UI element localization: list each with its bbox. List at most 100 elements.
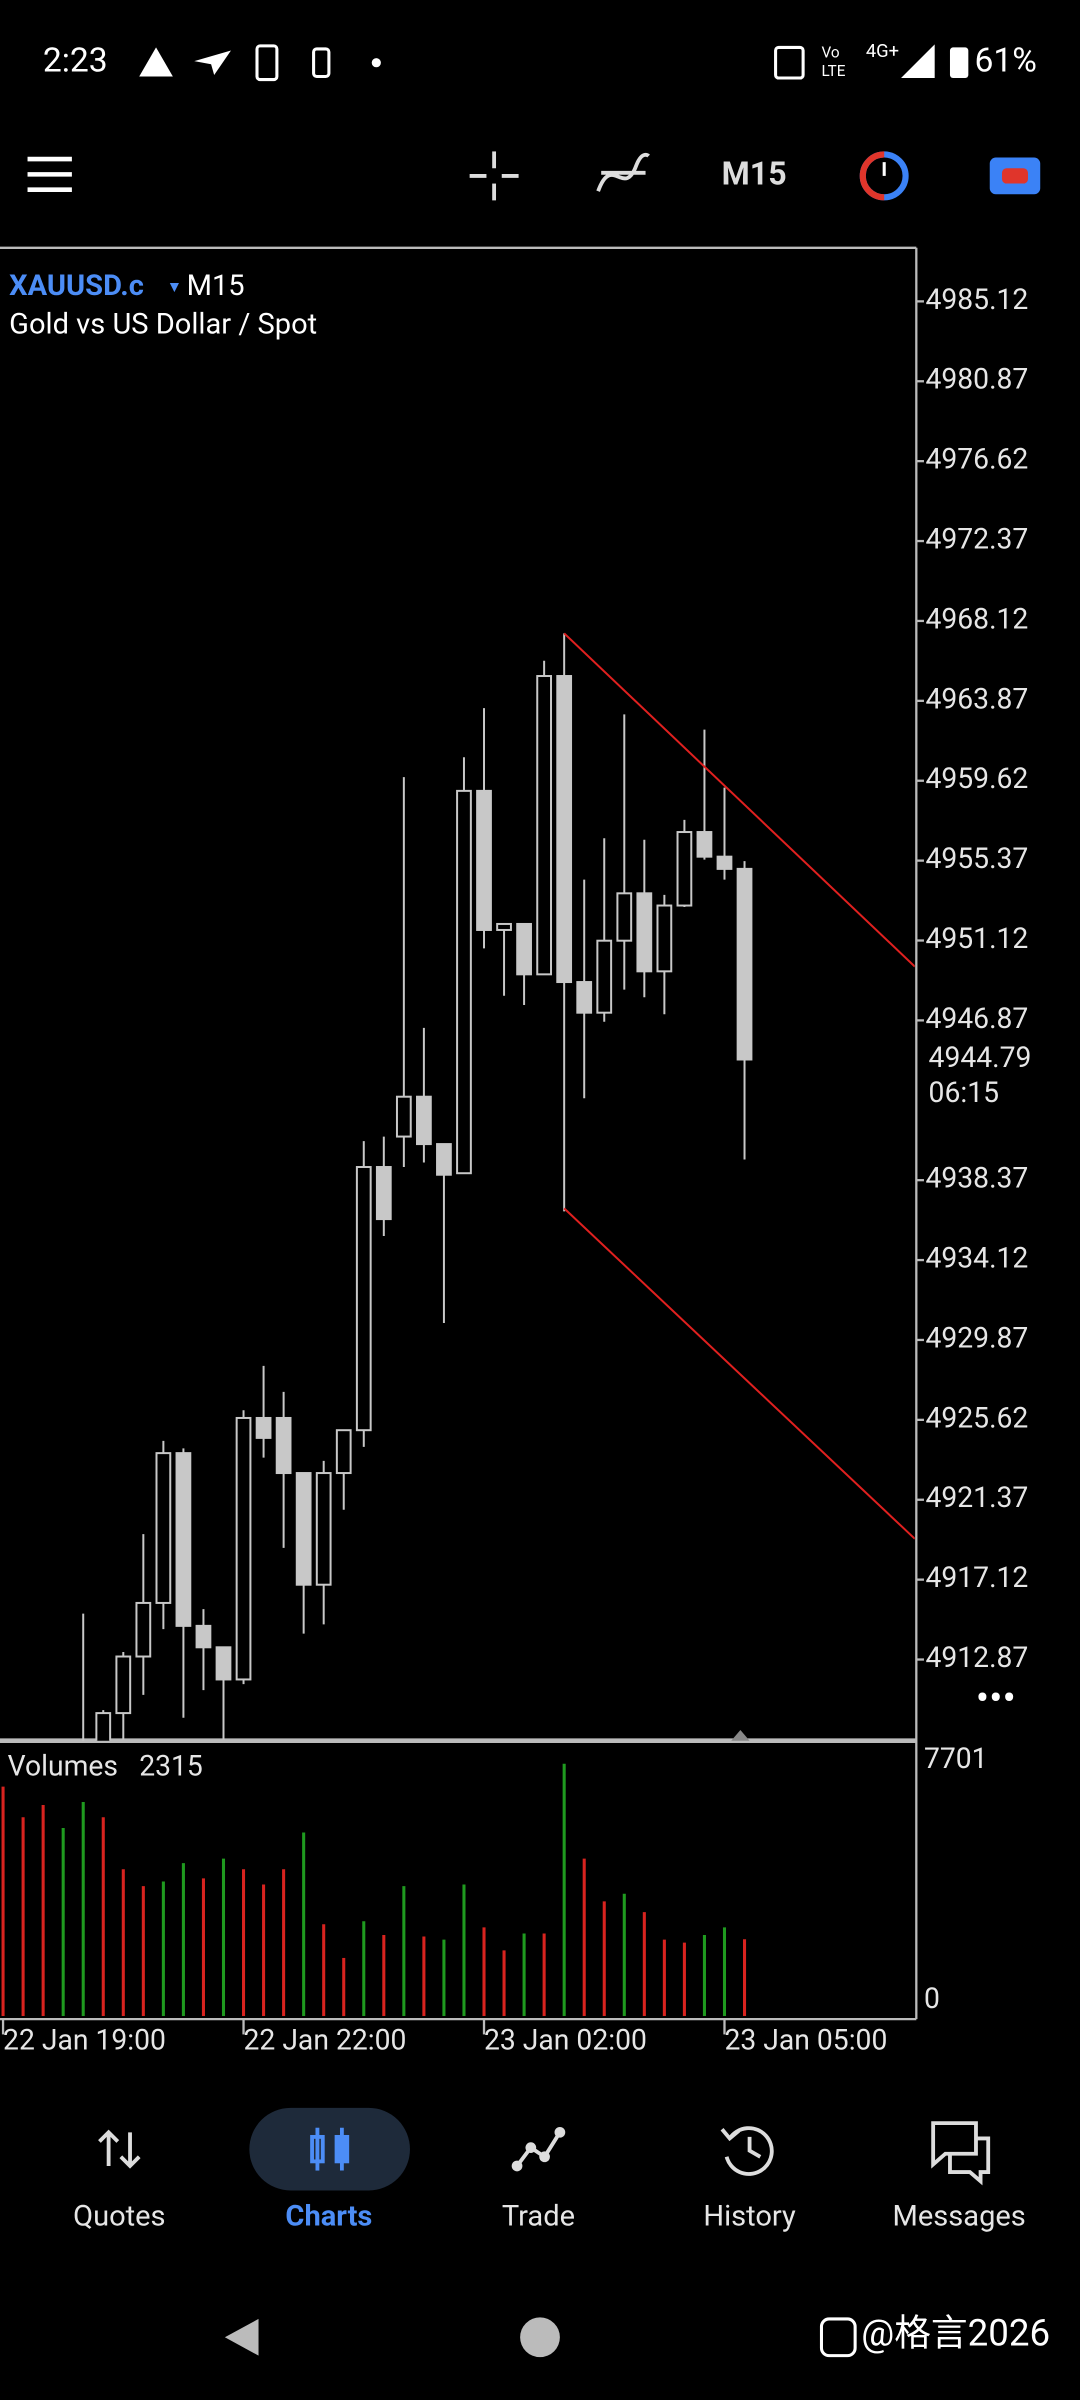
candle-body [556,675,573,984]
timeframe-button[interactable]: M15 [722,154,787,192]
volume-tick-label: 7701 [924,1742,988,1775]
back-button[interactable] [224,2318,259,2356]
nav-tab-label[interactable]: Messages [893,2200,1026,2234]
dot-icon [371,58,381,68]
candles [82,632,915,1741]
active-tab-background [249,2107,410,2191]
candle-body [436,1143,452,1176]
trendline[interactable] [563,632,915,968]
y-tick-label: 4929.87 [925,1321,1028,1354]
status-bar: 2:23 Vo LTE 4G+ 61% [43,41,1037,82]
y-tick-label: 4955.37 [925,842,1028,875]
candle-body [275,1416,292,1475]
messages-icon [931,2121,991,2186]
y-tick-label: 4921.37 [925,1481,1028,1514]
chart-symbol[interactable]: XAUUSD.c [9,269,144,303]
crosshair-button[interactable] [469,151,519,201]
candle-body [135,1601,152,1658]
one-click-trading-button[interactable] [989,157,1041,195]
candle-body [476,789,492,931]
y-tick-label: 4963.87 [925,682,1028,715]
y-tick-label: 4980.87 [925,363,1028,396]
candle-body [235,1416,252,1681]
candle-body [375,1166,392,1221]
x-tick-label: 23 Jan 02:00 [484,2024,647,2057]
indicators-button[interactable] [596,152,650,192]
candle-body [456,789,472,1175]
candle-body [676,831,693,907]
more-icon[interactable]: ••• [976,1674,1016,1721]
chart-timeframe: M15 [187,269,245,303]
volume-tick-label: 0 [924,1982,940,2015]
y-tick-label: 4938.37 [925,1162,1028,1195]
candle-body [175,1452,192,1627]
nav-tab-label[interactable]: History [703,2200,796,2234]
signal-icon [901,44,935,79]
phone-icon [255,44,279,82]
trade-icon [511,2126,566,2172]
x-tick-label: 22 Jan 22:00 [244,2024,407,2057]
candle-body [115,1655,132,1715]
y-tick-label: 4934.12 [925,1242,1028,1275]
y-tick-label: 4951.12 [925,922,1028,955]
nav-labels: Quotes Charts Trade History Messages [73,2200,1026,2234]
quotes-icon [98,2129,141,2169]
y-tick-label: 4972.37 [925,523,1028,556]
y-tick-label: 4985.12 [925,283,1028,316]
charts-icon [310,2127,350,2171]
candle-body [416,1095,432,1146]
candle-body [536,675,553,976]
warning-icon [139,47,173,77]
history-icon [720,2126,774,2176]
candle-body [95,1712,112,1741]
candle-body [335,1429,352,1475]
battery-icon [949,47,969,79]
y-tick-label: 4925.62 [925,1401,1028,1434]
candle-body [616,892,633,942]
y-tick-label: 4968.12 [925,602,1028,635]
chart-frame [0,246,918,2021]
home-button[interactable] [520,2317,560,2358]
candle-body [295,1472,312,1586]
y-tick-label: 4959.62 [925,762,1028,795]
nav-tab-label[interactable]: Quotes [73,2200,165,2234]
chart-shift-marker[interactable] [731,1730,750,1741]
watermark-icon [819,2317,857,2358]
candle-body [696,831,713,858]
menu-button[interactable] [27,156,72,192]
trendline[interactable] [563,1207,915,1540]
candle-body [155,1452,172,1604]
candle-body [496,922,512,931]
chart-overlay: 4985.12 4980.87 4976.62 4972.37 4968.12 4963.… [1,283,1032,2057]
chart-subtitle: Gold vs US Dollar / Spot [9,307,317,341]
candle-body [656,904,673,973]
sim-icon [312,47,331,79]
current-price-label: 4944.79 [929,1041,1032,1074]
candle-body [215,1646,232,1681]
nav-tab-label[interactable]: Charts [285,2200,372,2234]
trade-clock-button[interactable] [859,151,909,201]
volte-lte: LTE [821,62,845,80]
candle-body [636,892,653,973]
nav-tab-label[interactable]: Trade [502,2200,575,2234]
battery-level: 61% [974,42,1036,81]
candle-body [716,855,733,870]
bar-countdown: 06:15 [929,1076,999,1109]
symbol-dropdown-icon[interactable] [169,282,179,293]
toolbar: M15 [27,151,1041,201]
x-tick-label: 22 Jan 19:00 [3,2024,166,2057]
candle-body [736,867,753,1061]
candle-body [576,981,593,1014]
x-tick-label: 23 Jan 05:00 [724,2024,887,2057]
volume-last: 2315 [139,1750,203,1783]
volte-vo: Vo [821,44,839,62]
bottom-nav: Quotes Charts Trade History Messages [73,2107,1026,2234]
y-tick-label: 4912.87 [925,1641,1028,1674]
candle-body [255,1416,272,1439]
y-tick-label: 4917.12 [925,1561,1028,1594]
candle-body [516,922,532,976]
candle-body [596,939,613,1014]
